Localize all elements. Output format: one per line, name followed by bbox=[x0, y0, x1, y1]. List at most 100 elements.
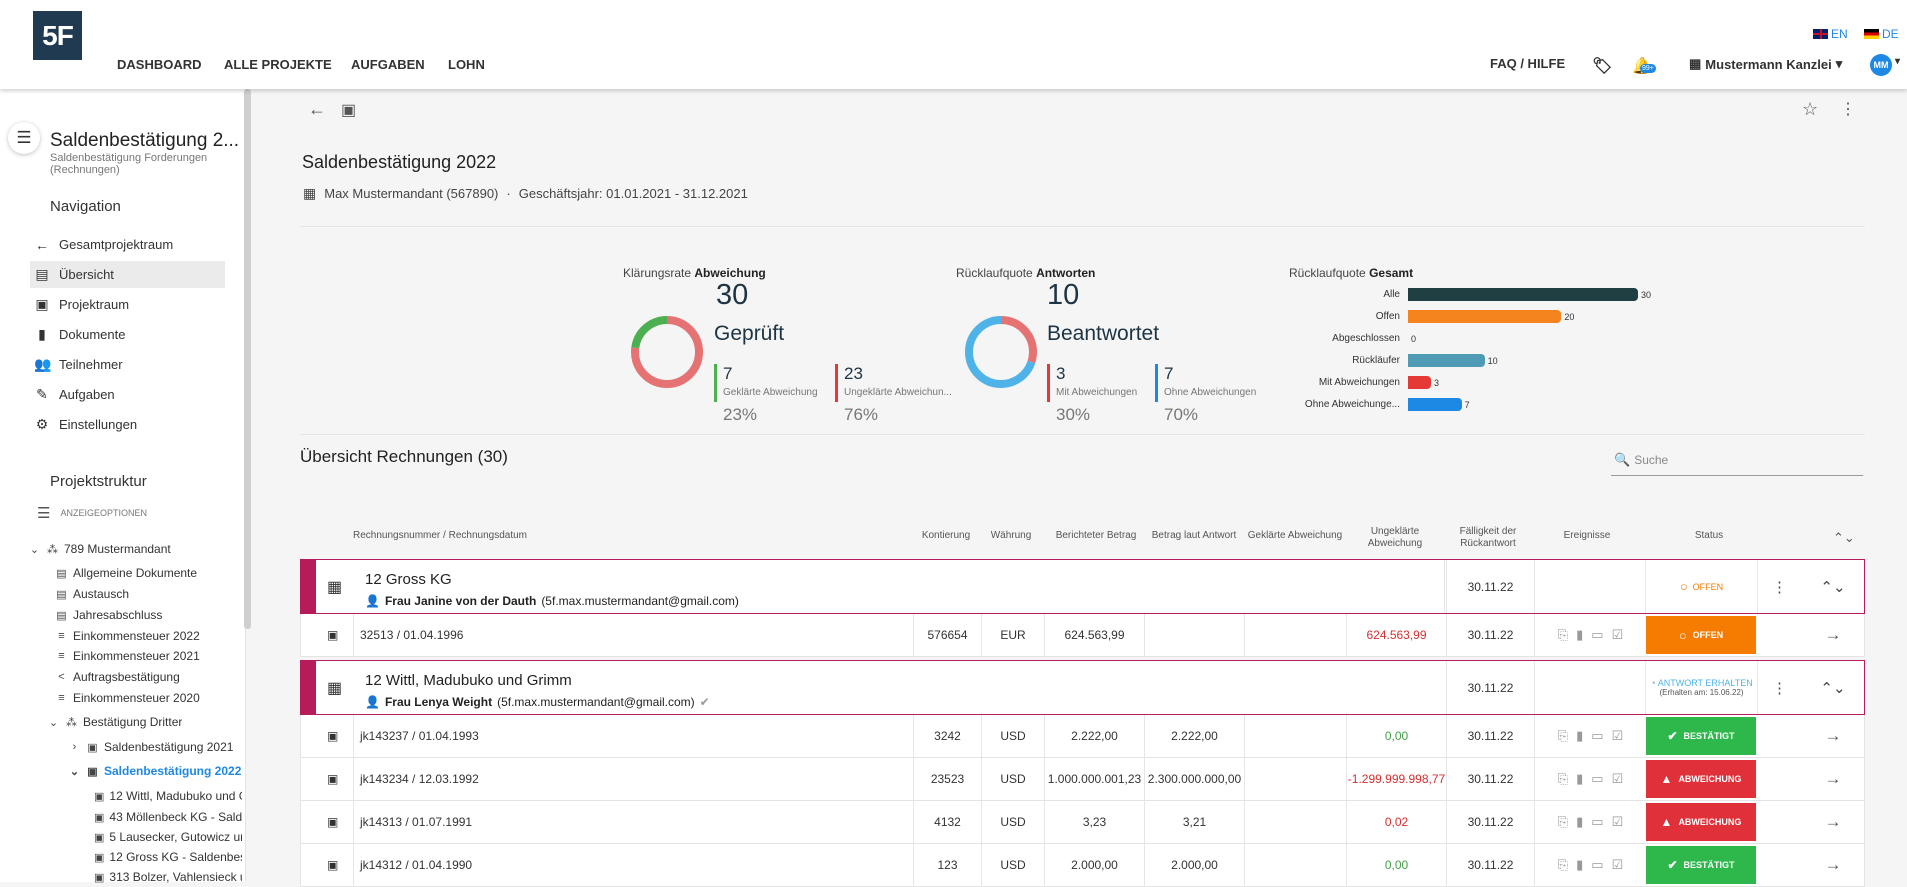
status-badge[interactable]: ▲ ABWEICHUNG bbox=[1646, 803, 1756, 841]
comment-icon[interactable]: ▭ bbox=[1591, 771, 1604, 786]
group-row[interactable]: ▦ 12 Wittl, Madubuko und Grimm 👤 Frau Len… bbox=[300, 660, 1865, 715]
task-icon[interactable]: ☑ bbox=[1611, 771, 1624, 786]
attachment-icon[interactable]: ⎘ bbox=[1557, 728, 1569, 743]
table-row[interactable]: ▣ jk14312 / 01.04.1990 123 USD 2.000,00 … bbox=[300, 844, 1865, 887]
display-options-button[interactable]: ☰ ANZEIGEOPTIONEN bbox=[37, 504, 147, 522]
tree-item[interactable]: ▤ Jahresabschluss bbox=[55, 608, 162, 622]
tree-item[interactable]: ⌄ ⁂ 789 Mustermandant bbox=[28, 542, 171, 556]
comment-icon[interactable]: ▭ bbox=[1591, 627, 1604, 642]
sidebar-item-dokumente[interactable]: ▮ Dokumente bbox=[30, 321, 225, 348]
attachment-icon[interactable]: ⎘ bbox=[1557, 814, 1569, 829]
table-row[interactable]: ▣ jk143234 / 12.03.1992 23523 USD 1.000.… bbox=[300, 758, 1865, 801]
group-row[interactable]: ▦ 12 Gross KG 👤 Frau Janine von der Dauth… bbox=[300, 559, 1865, 614]
status-badge[interactable]: ▲ ABWEICHUNG bbox=[1646, 760, 1756, 798]
avatar[interactable]: MM bbox=[1870, 54, 1892, 76]
table-row[interactable]: ▣ jk14313 / 01.07.1991 4132 USD 3,23 3,2… bbox=[300, 801, 1865, 844]
tree-item[interactable]: ▣ 5 Lausecker, Gutowicz ur bbox=[94, 830, 242, 844]
document-icon[interactable]: ▮ bbox=[1576, 857, 1584, 872]
search-input[interactable]: 🔍 Suche bbox=[1611, 444, 1863, 476]
table-row[interactable]: ▣ 32513 / 01.04.1996 576654 EUR 624.563,… bbox=[300, 614, 1865, 657]
table-row[interactable]: ▣ jk143237 / 01.04.1993 3242 USD 2.222,0… bbox=[300, 715, 1865, 758]
tree-item[interactable]: < Auftragsbestätigung bbox=[55, 670, 179, 684]
bar[interactable] bbox=[1408, 288, 1638, 301]
tree-item[interactable]: ≡ Einkommensteuer 2020 bbox=[55, 691, 199, 705]
status-badge[interactable]: ✔ BESTÄTIGT bbox=[1646, 717, 1756, 755]
attachment-icon[interactable]: ⎘ bbox=[1557, 771, 1569, 786]
sidebar-item-uebersicht[interactable]: ▤ Übersicht bbox=[30, 261, 225, 288]
row-open[interactable]: → bbox=[1801, 801, 1865, 843]
comment-icon[interactable]: ▭ bbox=[1591, 857, 1604, 872]
row-open[interactable]: → bbox=[1801, 614, 1865, 656]
account-menu[interactable]: ▦ Mustermann Kanzlei ▾ bbox=[1689, 56, 1842, 72]
faq-link[interactable]: FAQ / HILFE bbox=[1490, 56, 1566, 71]
lang-de[interactable]: DE bbox=[1864, 27, 1899, 41]
group-collapse[interactable]: ⌃⌄ bbox=[1801, 560, 1865, 613]
status-badge[interactable]: ○ OFFEN bbox=[1646, 616, 1756, 654]
caret-down-icon[interactable]: ▾ bbox=[1895, 56, 1901, 67]
status-badge[interactable]: ✔ BESTÄTIGT bbox=[1646, 846, 1756, 884]
col-header-faelligkeit[interactable]: Fälligkeit der Rückantwort bbox=[1459, 526, 1517, 549]
col-header-nr[interactable]: Rechnungsnummer / Rechnungsdatum bbox=[353, 530, 527, 541]
sidebar-item-projektraum[interactable]: ▣ Projektraum bbox=[30, 291, 225, 318]
comment-icon[interactable]: ▭ bbox=[1591, 814, 1604, 829]
nav-alle-projekte[interactable]: ALLE PROJEKTE bbox=[224, 57, 332, 72]
col-header-antwort[interactable]: Betrag laut Antwort bbox=[1151, 530, 1237, 541]
sidebar-item-aufgaben[interactable]: ✎ Aufgaben bbox=[30, 381, 225, 408]
col-header-ereignisse[interactable]: Ereignisse bbox=[1563, 530, 1611, 541]
bar[interactable] bbox=[1408, 398, 1462, 411]
bar[interactable] bbox=[1408, 354, 1485, 367]
tree-item[interactable]: ⌄ ⁂ Bestätigung Dritter bbox=[47, 715, 183, 729]
document-icon[interactable]: ▮ bbox=[1576, 728, 1584, 743]
col-header-geklaert[interactable]: Geklärte Abweichung bbox=[1247, 530, 1343, 541]
row-open[interactable]: → bbox=[1801, 758, 1865, 800]
sidebar-item-teilnehmer[interactable]: 👥 Teilnehmer bbox=[30, 351, 225, 378]
task-icon[interactable]: ☑ bbox=[1611, 814, 1624, 829]
group-menu[interactable]: ⋮ bbox=[1757, 560, 1801, 613]
menu-toggle-button[interactable]: ☰ bbox=[8, 122, 40, 154]
document-icon[interactable]: ▮ bbox=[1576, 814, 1584, 829]
projectroom-icon[interactable]: ▣ bbox=[341, 102, 357, 119]
bar[interactable] bbox=[1408, 310, 1562, 323]
nav-dashboard[interactable]: DASHBOARD bbox=[117, 57, 202, 72]
col-header-ungeklaert[interactable]: Ungeklärte Abweichung bbox=[1367, 526, 1423, 549]
back-arrow-icon[interactable]: ← bbox=[308, 99, 326, 119]
tree-item[interactable]: ≡ Einkommensteuer 2021 bbox=[55, 649, 199, 663]
group-collapse[interactable]: ⌃⌄ bbox=[1801, 661, 1865, 714]
sidebar-scrollbar[interactable] bbox=[244, 89, 251, 629]
group-menu[interactable]: ⋮ bbox=[1757, 661, 1801, 714]
tag-icon[interactable]: 🏷 bbox=[1592, 58, 1613, 75]
collapse-all-icon[interactable]: ⌃⌄ bbox=[1833, 530, 1855, 545]
app-logo[interactable]: 5F bbox=[33, 11, 82, 60]
col-header-berichtet[interactable]: Berichteter Betrag bbox=[1055, 530, 1137, 541]
tree-item[interactable]: ▣ 12 Gross KG - Saldenbest bbox=[94, 850, 242, 864]
tree-item[interactable]: ▤ Allgemeine Dokumente bbox=[55, 566, 197, 580]
col-header-status[interactable]: Status bbox=[1694, 530, 1724, 541]
more-vert-icon[interactable]: ⋮ bbox=[1840, 101, 1856, 118]
tree-item[interactable]: ≡ Einkommensteuer 2022 bbox=[55, 629, 199, 643]
row-open[interactable]: → bbox=[1801, 715, 1865, 757]
task-icon[interactable]: ☑ bbox=[1611, 857, 1624, 872]
col-header-kontierung[interactable]: Kontierung bbox=[921, 530, 971, 541]
client-name[interactable]: Max Mustermandant (567890) bbox=[324, 186, 499, 201]
bar[interactable] bbox=[1408, 376, 1431, 389]
tree-item[interactable]: › ▣ Saldenbestätigung 2021 bbox=[68, 740, 234, 754]
col-header-waehrung[interactable]: Währung bbox=[990, 530, 1032, 541]
tree-item[interactable]: ▣ 12 Wittl, Madubuko und G bbox=[94, 789, 242, 803]
tree-item[interactable]: ▣ 43 Möllenbeck KG - Salde bbox=[94, 810, 242, 824]
tree-item[interactable]: ▣ 313 Bolzer, Vahlensieck u bbox=[94, 870, 242, 884]
lang-en[interactable]: EN bbox=[1813, 27, 1848, 41]
document-icon[interactable]: ▮ bbox=[1576, 627, 1584, 642]
nav-aufgaben[interactable]: AUFGABEN bbox=[351, 57, 425, 72]
sidebar-item-einstellungen[interactable]: ⚙ Einstellungen bbox=[30, 411, 225, 438]
comment-icon[interactable]: ▭ bbox=[1591, 728, 1604, 743]
attachment-icon[interactable]: ⎘ bbox=[1557, 627, 1569, 642]
attachment-icon[interactable]: ⎘ bbox=[1557, 857, 1569, 872]
task-icon[interactable]: ☑ bbox=[1611, 627, 1624, 642]
nav-lohn[interactable]: LOHN bbox=[448, 57, 485, 72]
document-icon[interactable]: ▮ bbox=[1576, 771, 1584, 786]
star-icon[interactable]: ☆ bbox=[1802, 99, 1819, 119]
tree-item[interactable]: ▤ Austausch bbox=[55, 587, 129, 601]
task-icon[interactable]: ☑ bbox=[1611, 728, 1624, 743]
sidebar-item-gesamtprojektraum[interactable]: ← Gesamtprojektraum bbox=[30, 231, 225, 258]
row-open[interactable]: → bbox=[1801, 844, 1865, 886]
